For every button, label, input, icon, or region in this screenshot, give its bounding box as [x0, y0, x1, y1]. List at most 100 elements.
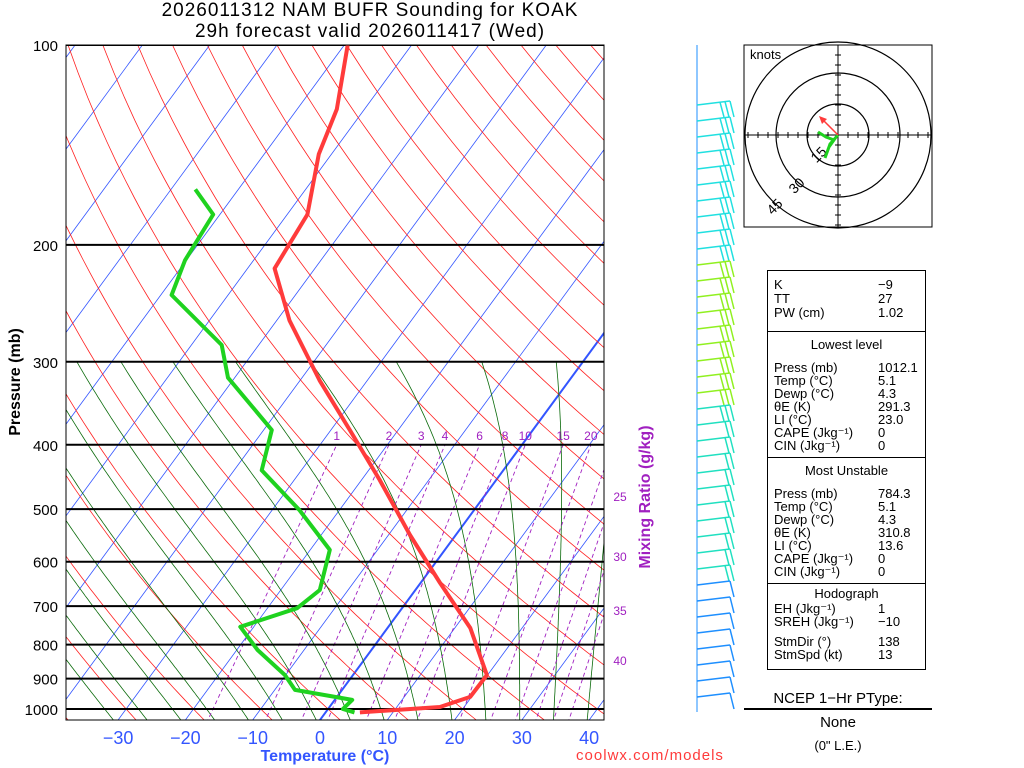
- barb-staff: [696, 148, 731, 154]
- barb-feather: [724, 165, 730, 182]
- stat-label: Dewp (°C): [774, 512, 835, 527]
- barb-feather: [724, 421, 730, 438]
- wind-barb: [696, 292, 735, 310]
- moist-adiabat-line: [481, 361, 521, 720]
- mixing-ratio-line: [553, 569, 604, 720]
- barb-staff: [696, 340, 731, 346]
- barb-feather: [729, 500, 735, 518]
- isotherm-line: [318, 331, 604, 720]
- barb-feather: [729, 212, 735, 230]
- wind-barb: [696, 596, 735, 614]
- mixing-ratio-line: [459, 444, 564, 720]
- mixing-ratio-label: 10: [519, 429, 533, 443]
- mixing-ratio-label: 35: [613, 604, 627, 618]
- barb-feather: [729, 260, 735, 278]
- dry-adiabat-line: [66, 134, 545, 720]
- wind-barb: [696, 676, 735, 694]
- x-axis-label: Temperature (°C): [261, 748, 390, 765]
- moist-adiabat-line: [586, 537, 604, 720]
- wind-barb: [696, 356, 735, 374]
- y-axis-label: Pressure (mb): [7, 328, 24, 436]
- dry-adiabat-line: [102, 45, 604, 666]
- mixing-ratio-label: 1: [333, 429, 340, 443]
- barb-feather: [719, 390, 725, 406]
- barb-staff: [696, 276, 731, 282]
- isotherm-line: [386, 424, 604, 720]
- barb-staff: [696, 212, 731, 218]
- mixing-ratio-label: 20: [584, 429, 598, 443]
- isotherm-line: [117, 57, 604, 720]
- stat-value: 4.3: [878, 512, 897, 527]
- mixing-ratio-line: [490, 444, 592, 720]
- mixing-ratio-line: [535, 521, 604, 720]
- barb-staff: [696, 516, 731, 522]
- temperature-tick-label: −30: [103, 728, 134, 748]
- barb-feather: [724, 181, 730, 198]
- dry-adiabat-line: [67, 45, 604, 715]
- mixing-ratio-label: 2: [386, 429, 393, 443]
- wind-barb: [696, 324, 735, 342]
- stat-label: CAPE (Jkg⁻¹): [774, 551, 854, 566]
- dry-adiabat-line: [450, 45, 604, 223]
- pressure-tick-label: 900: [33, 672, 58, 689]
- barb-feather: [729, 100, 735, 118]
- barb-feather: [724, 533, 730, 550]
- dry-adiabat-line: [241, 45, 604, 480]
- stat-row: StmDir (°) 138: [774, 635, 924, 649]
- stat-label: CAPE (Jkg⁻¹): [774, 425, 854, 440]
- stat-label: Dewp (°C): [774, 386, 835, 401]
- wind-barb: [696, 420, 735, 438]
- barb-feather: [729, 372, 735, 390]
- barb-staff: [696, 660, 731, 666]
- barb-feather: [724, 245, 730, 262]
- barb-feather: [724, 501, 730, 518]
- hodograph-trace: [817, 130, 840, 159]
- barb-staff: [696, 100, 731, 106]
- stat-value: 0: [878, 425, 886, 440]
- hodograph-stats-title: Hodograph: [814, 586, 879, 601]
- barb-staff: [696, 484, 731, 490]
- barb-feather: [724, 517, 730, 534]
- hodograph-units-label: knots: [750, 47, 782, 62]
- stat-label: CIN (Jkg⁻¹): [774, 438, 841, 453]
- temperature-tick-label: −20: [170, 728, 201, 748]
- moist-adiabat-line: [310, 361, 453, 720]
- moist-adiabat-line: [172, 361, 385, 720]
- barb-feather: [724, 293, 730, 310]
- mixing-ratio-line: [300, 444, 422, 720]
- barb-feather: [729, 580, 735, 598]
- stat-row: Press (mb) 784.3: [774, 487, 924, 501]
- temperature-tick-label: 20: [445, 728, 465, 748]
- barb-staff: [696, 164, 731, 170]
- stat-value: 0: [878, 564, 886, 579]
- lowest-level-title: Lowest level: [810, 337, 883, 352]
- barb-feather: [729, 468, 735, 486]
- barb-staff: [696, 260, 731, 266]
- barb-feather: [729, 388, 735, 406]
- mixing-ratio-label: 6: [476, 429, 483, 443]
- wind-barb: [696, 308, 735, 326]
- dewpoint-trace: [169, 188, 356, 715]
- stat-row: θE (K) 291.3: [774, 400, 924, 414]
- barb-staff: [696, 180, 731, 186]
- pressure-tick-label: 1000: [25, 702, 58, 719]
- barb-staff: [696, 580, 731, 586]
- stat-row: θE (K) 310.8: [774, 526, 924, 540]
- barb-feather: [724, 373, 730, 390]
- barb-feather: [719, 342, 725, 358]
- wind-barb: [696, 516, 735, 534]
- stat-label: LI (°C): [774, 412, 812, 427]
- barb-staff: [696, 548, 731, 554]
- barb-feather: [729, 228, 735, 246]
- wind-barb: [696, 532, 735, 550]
- barb-feather: [719, 406, 725, 422]
- barb-feather: [729, 340, 735, 358]
- temperature-tick-label: 0: [315, 728, 325, 748]
- chart-subtitle: 29h forecast valid 2026011417 (Wed): [194, 21, 546, 42]
- storm-motion-vector: [821, 118, 839, 136]
- wind-barb: [696, 132, 735, 150]
- barb-feather: [729, 436, 735, 454]
- barb-staff: [696, 532, 731, 538]
- stat-value: 1: [878, 601, 886, 616]
- stat-row: LI (°C) 23.0: [774, 413, 924, 427]
